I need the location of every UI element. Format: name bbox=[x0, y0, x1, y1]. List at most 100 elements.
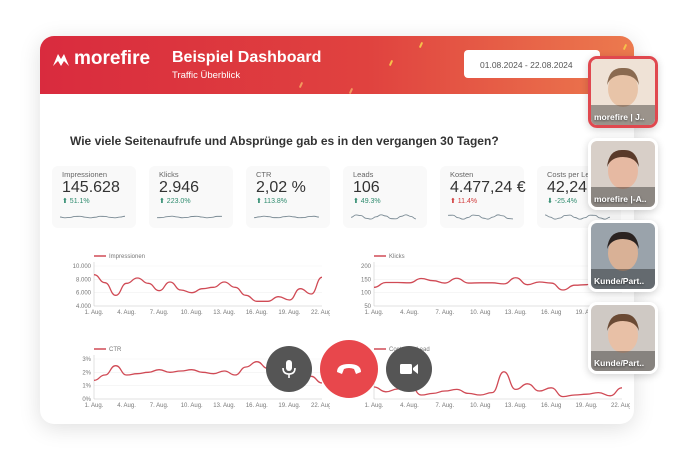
participant-tile[interactable]: morefire |-A.. bbox=[588, 138, 658, 210]
kpi-change: ⬆ 113.8% bbox=[256, 198, 288, 205]
kpi-label: Kosten bbox=[450, 170, 474, 179]
kpi-label: CTR bbox=[256, 170, 272, 179]
y-tick-label: 50 bbox=[364, 304, 371, 310]
x-tick-label: 13. Aug. bbox=[505, 403, 527, 409]
kpi-value: 145.628 bbox=[62, 179, 120, 196]
participant-name: Kunde/Part.. bbox=[594, 276, 645, 286]
participant-name: morefire | J.. bbox=[594, 112, 645, 122]
x-tick-label: 1. Aug. bbox=[85, 310, 104, 316]
participant-video bbox=[591, 141, 655, 207]
y-tick-label: 200 bbox=[361, 264, 372, 270]
kpi-change: ⬆ 11.4% bbox=[450, 198, 478, 205]
x-tick-label: 10. Aug. bbox=[181, 403, 203, 409]
y-tick-label: 3% bbox=[82, 357, 91, 363]
dashboard-header: morefire Beispiel Dashboard Traffic Über… bbox=[40, 36, 634, 95]
kpi-value: 2,02 % bbox=[256, 179, 306, 196]
participant-video bbox=[591, 223, 655, 289]
logo-text: morefire bbox=[74, 48, 151, 69]
participant-tile[interactable]: Kunde/Part.. bbox=[588, 220, 658, 292]
x-tick-label: 16. Aug. bbox=[246, 310, 268, 316]
impressions-chart: Impressionen 4.000 6.000 8.000 10.000 1. Aug.… bbox=[73, 254, 330, 316]
kpi-card[interactable]: Klicks 2.946 ⬆ 223.0% bbox=[149, 166, 233, 228]
x-tick-label: 10. Aug bbox=[470, 403, 490, 409]
kpi-sparkline bbox=[254, 215, 320, 219]
section-question: Wie viele Seitenaufrufe und Absprünge ga… bbox=[70, 134, 499, 148]
participant-video bbox=[591, 59, 655, 125]
x-tick-label: 13. Aug. bbox=[213, 403, 235, 409]
x-tick-label: 7. Aug. bbox=[436, 403, 455, 409]
x-tick-label: 19. Aug. bbox=[576, 403, 598, 409]
participant-name: morefire |-A.. bbox=[594, 194, 647, 204]
flame-logo-icon bbox=[53, 54, 69, 66]
kpi-label: Costs per Lead bbox=[547, 170, 598, 179]
x-tick-label: 13. Aug. bbox=[505, 310, 527, 316]
participant-tile[interactable]: morefire | J.. bbox=[588, 56, 658, 128]
x-tick-label: 1. Aug. bbox=[85, 403, 104, 409]
x-tick-label: 4. Aug. bbox=[400, 403, 419, 409]
clicks-chart: Klicks 50 100 150 200 1. Aug. 4. Aug. 7. Aug. 10… bbox=[361, 254, 623, 316]
kpi-label: Klicks bbox=[159, 170, 179, 179]
x-tick-label: 7. Aug. bbox=[436, 310, 455, 316]
date-range-picker[interactable]: 01.08.2024 - 22.08.2024 bbox=[464, 50, 600, 78]
y-tick-label: 150 bbox=[361, 277, 372, 283]
kpi-sparkline bbox=[157, 215, 223, 219]
microphone-icon bbox=[282, 360, 296, 378]
hang-up-icon bbox=[337, 364, 361, 374]
participant-name: Kunde/Part.. bbox=[594, 358, 645, 368]
kpi-change: ⬆ 51.1% bbox=[62, 198, 90, 205]
series-line bbox=[93, 274, 323, 302]
video-camera-icon bbox=[400, 364, 418, 374]
y-tick-label: 6.000 bbox=[76, 291, 92, 297]
x-tick-label: 1. Aug. bbox=[365, 403, 384, 409]
kpi-card[interactable]: Impressionen 145.628 ⬆ 51.1% bbox=[52, 166, 136, 228]
kpi-card[interactable]: Kosten 4.477,24 € ⬆ 11.4% bbox=[440, 166, 526, 228]
legend-label: Impressionen bbox=[109, 254, 145, 260]
kpi-change: ⬇ -25.4% bbox=[547, 198, 577, 205]
x-tick-label: 4. Aug. bbox=[400, 310, 419, 316]
x-tick-label: 22. Aug. bbox=[311, 310, 330, 316]
kpi-label: Leads bbox=[353, 170, 374, 179]
y-tick-label: 8.000 bbox=[76, 277, 92, 283]
x-tick-label: 22. Aug. bbox=[311, 403, 330, 409]
x-tick-label: 10. Aug bbox=[470, 310, 490, 316]
kpi-value: 4.477,24 € bbox=[450, 179, 526, 196]
participant-video bbox=[591, 305, 655, 371]
video-button[interactable] bbox=[386, 346, 432, 392]
x-tick-label: 1. Aug. bbox=[365, 310, 384, 316]
kpi-sparkline bbox=[60, 215, 126, 219]
legend-label: CTR bbox=[109, 347, 122, 353]
x-tick-label: 22. Aug. bbox=[611, 403, 630, 409]
hang-up-button[interactable] bbox=[320, 340, 378, 398]
y-tick-label: 1% bbox=[82, 384, 91, 390]
kpi-card[interactable]: Leads 106 ⬆ 49.3% bbox=[343, 166, 427, 228]
x-tick-label: 19. Aug. bbox=[278, 403, 300, 409]
cpl-chart: Costs per Lead1. Aug.4. Aug.7. Aug.10. A… bbox=[365, 347, 630, 409]
kpi-change: ⬆ 223.0% bbox=[159, 198, 191, 205]
y-tick-label: 10.000 bbox=[73, 264, 92, 270]
legend-label: Klicks bbox=[389, 254, 405, 260]
x-tick-label: 16. Aug. bbox=[246, 403, 268, 409]
x-tick-label: 16. Aug bbox=[541, 310, 561, 316]
y-tick-label: 4.000 bbox=[76, 304, 92, 310]
x-tick-label: 19. Aug. bbox=[278, 310, 300, 316]
kpi-card[interactable]: CTR 2,02 % ⬆ 113.8% bbox=[246, 166, 330, 228]
x-tick-label: 13. Aug. bbox=[213, 310, 235, 316]
x-tick-label: 4. Aug. bbox=[117, 403, 136, 409]
y-tick-label: 2% bbox=[82, 370, 91, 376]
mute-button[interactable] bbox=[266, 346, 312, 392]
x-tick-label: 19. Aug. bbox=[576, 310, 598, 316]
participant-tile[interactable]: Kunde/Part.. bbox=[588, 302, 658, 374]
kpi-value: 2.946 bbox=[159, 179, 200, 196]
x-tick-label: 7. Aug. bbox=[150, 403, 169, 409]
x-tick-label: 16. Aug bbox=[541, 403, 561, 409]
x-tick-label: 7. Aug. bbox=[150, 310, 169, 316]
kpi-sparkline bbox=[545, 214, 611, 220]
y-tick-label: 0% bbox=[82, 397, 91, 403]
y-tick-label: 100 bbox=[361, 291, 372, 297]
page-subtitle: Traffic Überblick bbox=[172, 70, 241, 81]
kpi-value: 106 bbox=[353, 179, 380, 196]
kpi-sparkline bbox=[351, 214, 417, 220]
kpi-change: ⬆ 49.3% bbox=[353, 198, 381, 205]
series-line bbox=[373, 277, 623, 291]
x-tick-label: 10. Aug. bbox=[181, 310, 203, 316]
